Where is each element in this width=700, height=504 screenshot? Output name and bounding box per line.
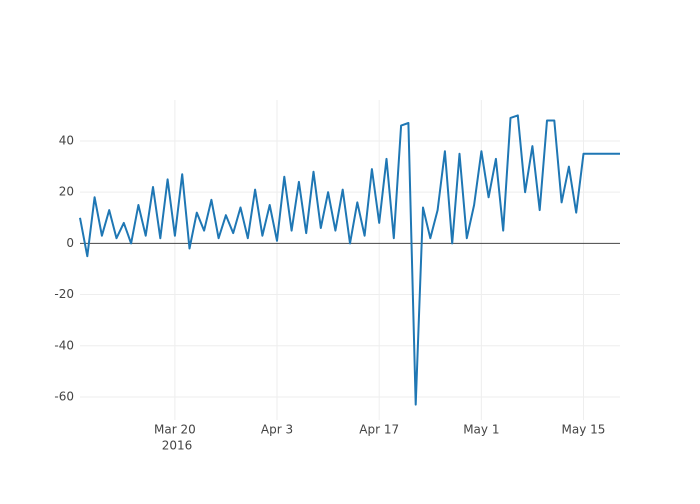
line (79, 114, 620, 406)
y-tick-label: 40 (59, 133, 74, 147)
y-tick-label: -60 (54, 389, 74, 403)
x-tick-label: May 1 (463, 423, 499, 437)
x-tick-label: Apr 3 (261, 423, 293, 437)
y-tick-label: -20 (54, 287, 74, 301)
y-tick-label: 20 (59, 185, 74, 199)
x-tick-label: Apr 17 (359, 423, 399, 437)
y-tick-label: 0 (66, 236, 74, 250)
x-year-label: 2016 (162, 439, 193, 453)
y-tick-label: -40 (54, 338, 74, 352)
x-tick-label: Mar 20 (154, 423, 196, 437)
x-tick-label: May 15 (562, 423, 606, 437)
